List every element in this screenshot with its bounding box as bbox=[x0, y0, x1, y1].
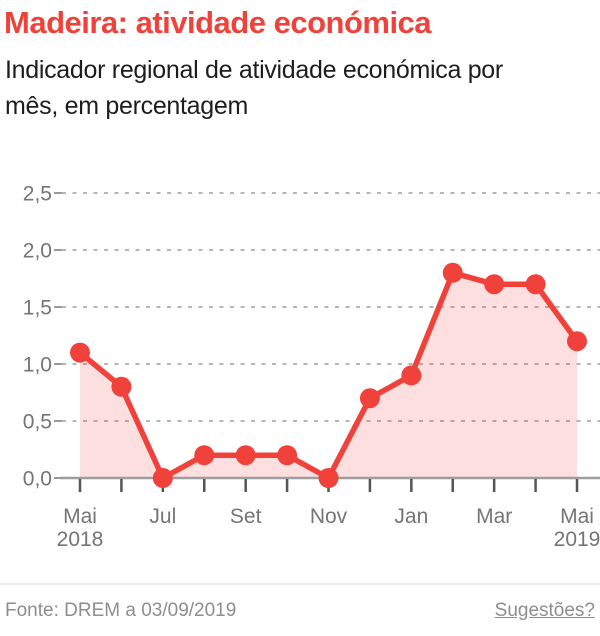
chart-title: Madeira: atividade económica bbox=[4, 5, 432, 40]
chart-footer: Fonte: DREM a 03/09/2019 Sugestões? bbox=[0, 583, 600, 636]
suggestions-link[interactable]: Sugestões? bbox=[494, 599, 595, 621]
svg-text:Jan: Jan bbox=[394, 505, 428, 528]
svg-text:Mar: Mar bbox=[476, 505, 512, 528]
svg-text:2,0: 2,0 bbox=[23, 239, 52, 262]
svg-text:Jul: Jul bbox=[149, 505, 176, 528]
svg-text:Mai: Mai bbox=[63, 505, 97, 528]
svg-text:2019: 2019 bbox=[554, 528, 600, 551]
svg-text:1,5: 1,5 bbox=[23, 296, 52, 319]
svg-text:2,5: 2,5 bbox=[23, 182, 52, 205]
svg-text:Mai: Mai bbox=[560, 505, 594, 528]
svg-text:1,0: 1,0 bbox=[23, 353, 52, 376]
svg-text:Set: Set bbox=[230, 505, 262, 528]
chart-area: 0,0 0,5 1,0 1,5 2,0 2,5 Mai 2018 Jul Set Nov Jan Mar… bbox=[0, 158, 600, 583]
chart-header: Madeira: atividade económica Indicador r… bbox=[0, 0, 600, 158]
svg-text:2018: 2018 bbox=[57, 528, 104, 551]
svg-text:Nov: Nov bbox=[310, 505, 348, 528]
chart-subtitle: Indicador regional de atividade económic… bbox=[5, 56, 503, 120]
source-note: Fonte: DREM a 03/09/2019 bbox=[5, 599, 237, 621]
svg-text:0,5: 0,5 bbox=[23, 410, 52, 433]
svg-text:0,0: 0,0 bbox=[23, 467, 52, 490]
